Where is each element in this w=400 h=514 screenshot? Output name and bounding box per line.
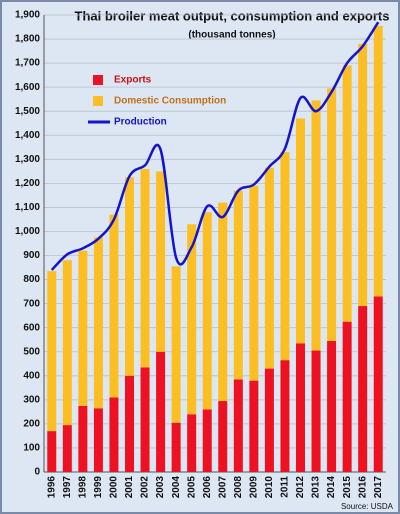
bar-segment [311,100,321,351]
x-tick-label: 1999 [93,476,104,499]
legend-label: Production [114,117,167,128]
bar-segment [109,397,119,472]
x-tick-label: 2016 [357,476,368,499]
y-tick-label: 600 [23,322,40,333]
chart-subtitle: (thousand tonnes) [188,30,275,41]
legend-swatch [93,75,103,85]
bar-segment [327,88,337,341]
bar-segment [358,306,368,472]
bar-segment [342,321,352,472]
bar-segment [62,425,72,472]
y-tick-label: 1,000 [15,226,40,237]
source: Source: USDA [341,502,394,511]
bar-segment [264,368,274,472]
bar-segment [218,401,228,472]
y-tick-label: 100 [23,443,40,454]
x-tick-label: 2012 [295,476,306,499]
bar-segment [187,224,197,415]
bar-segment [233,190,243,380]
y-tick-label: 1,200 [15,178,40,189]
y-tick-label: 400 [23,370,40,381]
bar-segment [296,118,305,344]
bar-segment [109,214,119,398]
bar-segment [249,185,259,381]
y-tick-label: 500 [23,346,40,357]
bar-segment [62,260,72,426]
x-tick-label: 2009 [249,476,260,499]
x-tick-label: 2005 [186,476,197,499]
bar-segment [78,250,88,406]
bar-segment [140,168,150,368]
bar-segment [311,350,321,472]
bar-segment [47,271,57,432]
bar-segment [47,431,57,472]
y-tick-label: 1,700 [15,58,40,69]
bar-segment [93,408,103,472]
x-tick-label: 2011 [280,476,291,498]
legend-label: Domestic Consumption [114,96,226,107]
x-tick-label: 2004 [171,476,182,499]
production-line [50,21,380,271]
bar-segment [171,422,181,472]
bar-segment [264,167,274,369]
bar-segment [249,380,259,472]
legend-label: Exports [114,75,152,86]
y-tick-label: 1,400 [15,130,40,141]
y-tick-label: 1,900 [15,10,40,21]
y-tick-label: 1,300 [15,154,40,165]
y-tick-label: 900 [23,250,40,261]
y-tick-label: 1,100 [15,202,40,213]
y-tick-label: 1,600 [15,82,40,93]
bar-segment [342,65,352,322]
bar-segment [187,414,197,472]
x-tick-label: 2006 [202,476,213,499]
bar-segment [93,237,103,409]
y-tick-label: 800 [23,274,40,285]
bar-segment [327,340,337,472]
bar-segment [373,296,383,472]
bar-segment [202,409,212,472]
bar-segment [202,212,212,410]
legend-swatch [93,96,103,106]
y-tick-label: 0 [34,467,40,478]
bar-segment [171,266,181,423]
x-tick-label: 1998 [78,476,89,499]
x-tick-label: 2007 [217,476,228,499]
x-tick-label: 2017 [373,476,384,499]
bar-segment [78,405,88,472]
bar-segment [140,367,150,472]
x-tick-label: 1997 [62,476,73,499]
x-tick-label: 2015 [342,476,353,499]
x-tick-label: 1996 [46,476,57,499]
x-tick-label: 2000 [109,476,120,499]
x-tick-label: 2008 [233,476,244,499]
y-tick-label: 1,500 [15,106,40,117]
bar-segment [280,360,290,472]
bar-segment [233,379,243,472]
x-tick-label: 2014 [326,476,337,499]
bar-segment [280,152,290,361]
bar-segment [156,171,166,352]
bar-segment [125,375,134,472]
chart-title: Thai broiler meat output, consumption an… [75,8,390,23]
y-tick-label: 300 [23,394,40,405]
y-tick-label: 700 [23,298,40,309]
bar-segment [296,343,305,472]
bar-segment [218,202,228,402]
x-tick-label: 2003 [155,476,166,499]
bar-segment [373,25,383,297]
y-tick-label: 1,800 [15,34,40,45]
bar-segment [358,43,368,307]
bar-segment [125,177,134,376]
x-tick-label: 2010 [264,476,275,499]
x-tick-label: 2013 [311,476,322,499]
x-tick-label: 2001 [124,476,135,499]
x-tick-label: 2002 [140,476,151,499]
y-tick-label: 200 [23,419,40,430]
bar-segment [156,351,166,472]
